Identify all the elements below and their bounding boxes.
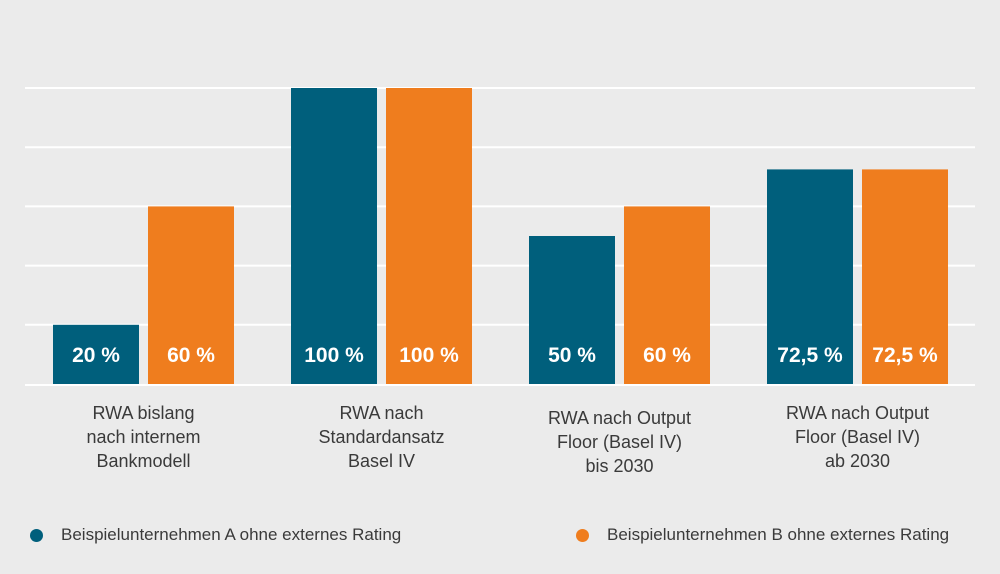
bar-series-a-cat-2 [529, 236, 615, 384]
category-label: RWA nach Output Floor (Basel IV) ab 2030 [758, 401, 958, 473]
category-label-line: Bankmodell [96, 451, 191, 471]
category-label-line: RWA bislang [92, 403, 195, 423]
bar-series-b-cat-2 [624, 206, 710, 384]
legend-label-b: Beispielunternehmen B ohne externes Rati… [607, 525, 950, 544]
legend-item-a: Beispielunternehmen A ohne externes Rati… [30, 524, 401, 546]
category-label: RWA nach Output Floor (Basel IV) bis 2030 [520, 406, 720, 478]
value-label: 100 % [304, 344, 364, 367]
value-label: 50 % [548, 344, 596, 367]
bar-series-b-cat-0 [148, 206, 234, 384]
category-label-line: RWA nach [339, 403, 424, 423]
legend-item-b: Beispielunternehmen B ohne externes Rati… [576, 524, 949, 546]
bar-series-b-cat-3 [862, 169, 948, 384]
category-label-line: Floor (Basel IV) [794, 427, 921, 447]
bar-series-a-cat-0 [53, 324, 139, 384]
legend-label-a: Beispielunternehmen A ohne externes Rati… [61, 525, 402, 544]
category-label-line: Standardansatz [318, 427, 445, 447]
value-label: 72,5 % [872, 344, 938, 367]
category-label-line: RWA nach Output [547, 408, 692, 428]
bar-series-b-cat-1 [386, 88, 472, 384]
value-label: 20 % [72, 344, 120, 367]
bar-series-a-cat-1 [291, 88, 377, 384]
category-label: RWA bislang nach internem Bankmodell [44, 401, 244, 473]
legend-marker-a [30, 528, 43, 542]
category-label-line: Basel IV [347, 451, 416, 471]
category-label-line: bis 2030 [585, 456, 654, 476]
value-label: 60 % [643, 344, 691, 367]
category-label-line: nach internem [86, 427, 201, 447]
value-label: 72,5 % [777, 344, 843, 367]
category-label-line: RWA nach Output [785, 403, 930, 423]
bar-series-a-cat-3 [767, 169, 853, 384]
legend-marker-b [576, 528, 589, 542]
category-label-line: Floor (Basel IV) [556, 432, 683, 452]
value-label: 100 % [399, 344, 459, 367]
value-label: 60 % [167, 344, 215, 367]
category-label: RWA nach Standardansatz Basel IV [282, 401, 482, 473]
category-label-line: ab 2030 [824, 451, 891, 471]
